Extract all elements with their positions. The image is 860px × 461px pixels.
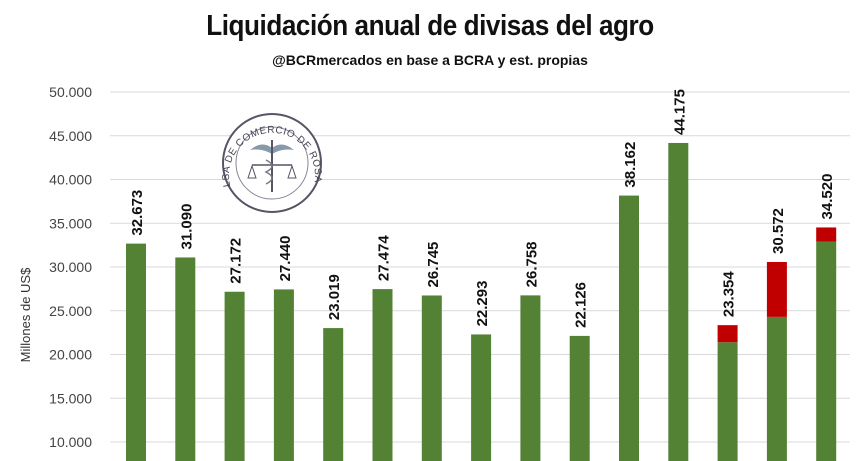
data-label: 27.474 [376,235,393,282]
data-label: 27.440 [277,236,294,282]
bar-base [766,316,787,461]
bar-base [520,295,541,461]
bar-base [619,195,639,461]
bar-extra [816,227,837,242]
bar-base [175,257,196,461]
y-axis-label: Millones de US$ [18,267,33,362]
bar-base [224,291,245,461]
data-label: 27.172 [228,238,245,284]
data-label: 23.019 [326,274,343,320]
y-tick-label: 10.000 [49,434,92,450]
bar-base [421,295,442,461]
data-label: 22.126 [573,282,590,328]
bar-base [471,334,492,461]
bar-base [668,142,689,461]
data-label: 22.293 [474,281,491,327]
y-tick-label: 15.000 [49,390,92,406]
bar-base [323,328,344,461]
data-label: 30.572 [770,208,787,254]
bar-base [273,289,294,461]
data-label: 26.758 [523,241,540,287]
y-tick-label: 25.000 [49,303,92,319]
y-tick-label: 45.000 [49,128,92,144]
y-tick-label: 30.000 [49,259,92,275]
y-tick-label: 20.000 [49,347,92,363]
chart-title: Liquidación anual de divisas del agro [206,10,654,42]
data-label: 44.175 [671,89,688,135]
chart-subtitle: @BCRmercados en base a BCRA y est. propi… [272,52,588,68]
bar-base [816,241,837,461]
y-tick-label: 50.000 [49,84,92,100]
data-label: 32.673 [129,190,146,236]
data-label: 38.162 [622,142,639,188]
data-label: 26.745 [425,242,442,288]
bar-extra [766,261,787,317]
bar-base [569,335,590,461]
data-label: 23.354 [721,271,738,318]
y-tick-label: 35.000 [49,215,92,231]
bar-base [372,289,393,461]
bar-base [126,243,146,461]
y-tick-label: 40.000 [49,172,92,188]
data-label: 31.090 [178,204,195,250]
bar-extra [717,325,738,343]
data-label: 34.520 [819,174,836,220]
bar-base [717,342,738,461]
